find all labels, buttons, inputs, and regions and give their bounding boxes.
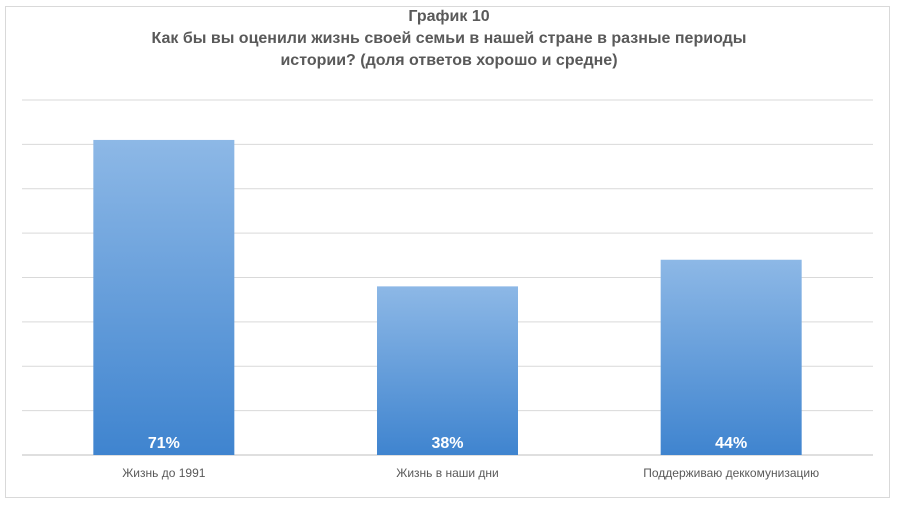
data-labels: 71% 38% 44%: [148, 435, 747, 452]
data-label: 38%: [431, 435, 463, 452]
x-tick-label: Жизнь в наши дни: [396, 466, 499, 480]
chart-subtitle-line-1: Как бы вы оценили жизнь своей семьи в на…: [151, 30, 747, 47]
chart-title-block: График 10 Как бы вы оценили жизнь своей …: [0, 6, 898, 72]
x-tick-labels: Жизнь до 1991 Жизнь в наши дни Поддерживаю…: [122, 466, 819, 480]
data-label: 44%: [715, 435, 747, 452]
x-tick-label: Жизнь до 1991: [122, 466, 206, 480]
bars: [93, 139, 802, 455]
bar: [93, 139, 235, 455]
chart-title: График 10: [408, 8, 490, 25]
x-tick-label: Поддерживаю деккомунизацию: [643, 466, 819, 480]
bar: [660, 259, 802, 455]
chart-subtitle-line-2: истории? (доля ответов хорошо и средне): [280, 52, 618, 69]
bar: [377, 286, 518, 455]
data-label: 71%: [148, 435, 180, 452]
